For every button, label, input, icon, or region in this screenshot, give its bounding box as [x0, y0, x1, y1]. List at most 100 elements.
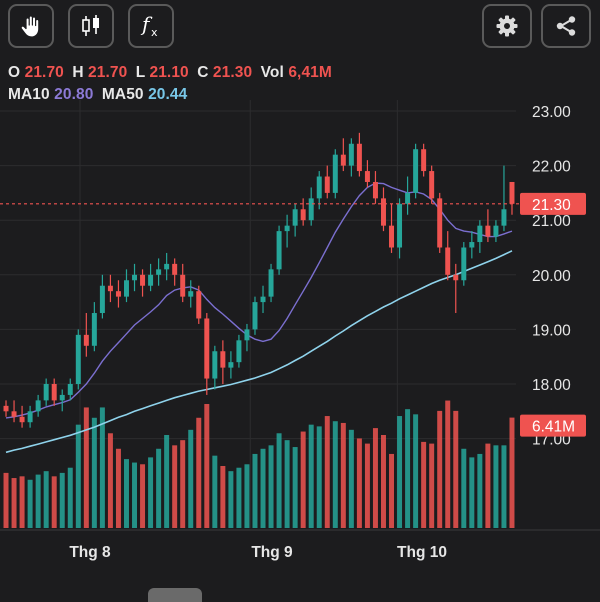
candle	[212, 345, 218, 390]
volume-bar	[356, 438, 362, 528]
candle-body	[148, 274, 154, 286]
share-icon	[554, 14, 578, 38]
candle-body	[501, 209, 507, 226]
volume-bar	[196, 417, 202, 528]
candle-body	[204, 318, 210, 379]
volume-bar	[405, 409, 411, 528]
x-tick-label: Thg 8	[69, 544, 111, 561]
candle	[252, 296, 258, 335]
gear-icon	[495, 14, 519, 38]
candle-body	[236, 340, 242, 363]
candle-body	[324, 176, 330, 193]
candle-body	[75, 334, 81, 384]
candle	[59, 389, 65, 412]
volume-bar	[3, 472, 9, 528]
candle	[268, 263, 274, 303]
candle	[356, 132, 362, 177]
settings-button[interactable]	[482, 4, 532, 48]
svg-text:x: x	[151, 26, 158, 39]
candle-body	[27, 411, 33, 423]
ma10-label: MA10	[8, 86, 50, 103]
candle	[67, 378, 73, 401]
volume-bar	[11, 478, 17, 528]
candle-body	[132, 274, 138, 281]
candle	[3, 400, 9, 417]
candle	[51, 378, 57, 406]
volume-bar	[188, 429, 194, 528]
candle	[236, 334, 242, 368]
volume-bar	[380, 434, 386, 528]
volume-label: Vol	[260, 64, 284, 81]
candle-body	[348, 143, 354, 166]
current-price-label: 21.30	[532, 197, 571, 214]
candle	[107, 274, 113, 303]
candle	[188, 280, 194, 308]
candle-body	[260, 296, 266, 303]
chart-type-button[interactable]	[68, 4, 114, 48]
volume-bar	[437, 410, 443, 528]
candle	[204, 313, 210, 395]
candle-body	[316, 176, 322, 199]
candle-body	[389, 225, 395, 248]
y-tick-label: 23.00	[532, 104, 571, 121]
candle-body	[196, 291, 202, 319]
candle	[364, 160, 370, 188]
volume-bar	[421, 441, 427, 528]
candle-body	[477, 225, 483, 243]
y-tick-label: 20.00	[532, 268, 571, 285]
candle-body	[493, 225, 499, 237]
y-tick-label: 22.00	[532, 159, 571, 176]
price-markers: 21.30 6.41M	[0, 192, 586, 437]
volume-bar	[132, 462, 138, 528]
candle-body	[107, 285, 113, 292]
indicator-button[interactable]: f x	[128, 4, 174, 48]
share-button[interactable]	[541, 4, 591, 48]
candle	[308, 187, 314, 226]
volume-bar	[212, 455, 218, 528]
candle-body	[172, 263, 178, 275]
candle	[332, 149, 338, 199]
candle-body	[91, 313, 97, 346]
high-label: H	[72, 64, 84, 81]
open-value: 21.70	[24, 64, 64, 81]
candle-body	[123, 280, 129, 297]
drawing-tool-button[interactable]	[8, 4, 54, 48]
volume-bar	[316, 426, 322, 528]
volume-bar	[372, 428, 378, 528]
volume-bar	[397, 416, 403, 528]
candle-body	[83, 334, 89, 346]
volume-bar	[477, 453, 483, 528]
volume-bar	[204, 403, 210, 528]
candle	[405, 176, 411, 215]
ma10-value: 20.80	[54, 86, 94, 103]
candle-body	[99, 285, 105, 314]
candle-body	[19, 416, 25, 423]
candle-body	[445, 247, 451, 275]
volume-bar	[461, 448, 467, 528]
candle	[324, 165, 330, 199]
current-volume-badge	[520, 414, 586, 437]
candle	[453, 263, 459, 314]
volume-bar	[91, 417, 97, 528]
candles	[3, 132, 515, 428]
candle-body	[405, 192, 411, 204]
volume-bar	[67, 467, 73, 528]
candle	[372, 171, 378, 204]
candle-body	[51, 384, 57, 401]
bottom-sheet-handle[interactable]	[148, 588, 202, 602]
candle-body	[35, 400, 41, 412]
volume-bar	[140, 464, 146, 528]
volume-bar	[364, 443, 370, 528]
x-axis-labels: Thg 8 Thg 9 Thg 10	[69, 544, 447, 561]
close-value: 21.30	[212, 64, 253, 81]
volume-bar	[276, 433, 282, 528]
candle-body	[164, 263, 170, 270]
volume-bar	[164, 434, 170, 528]
ma10-layer	[5, 182, 513, 419]
x-tick-label: Thg 9	[251, 544, 293, 561]
volume-bar	[284, 440, 290, 528]
candle	[148, 263, 154, 292]
ohlc-readout: O 21.70 H 21.70 L 21.10 C 21.30 Vol 6,41…	[8, 64, 336, 82]
volume-bars	[3, 400, 515, 528]
